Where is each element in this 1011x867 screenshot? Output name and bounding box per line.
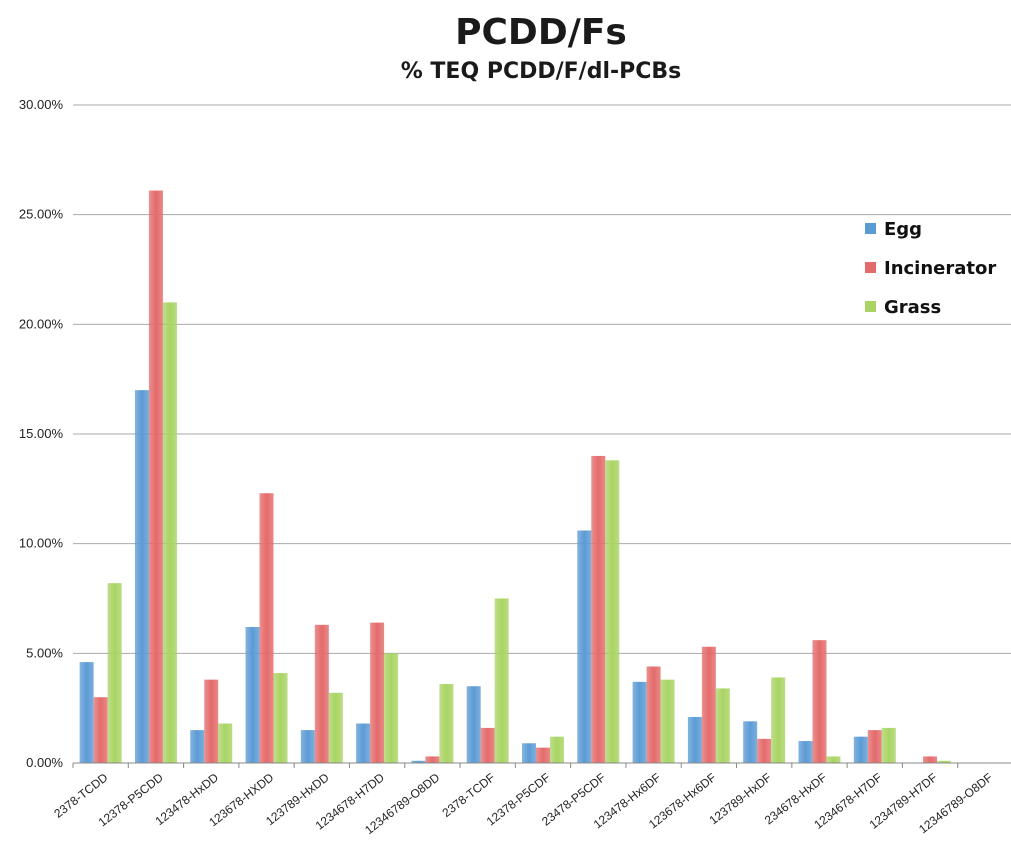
bar-incinerator <box>259 493 274 763</box>
legend-label-incinerator: Incinerator <box>884 258 996 279</box>
legend-swatch-egg <box>865 223 876 234</box>
bar-grass <box>384 653 399 763</box>
bar-incinerator <box>757 738 772 763</box>
bar-grass <box>771 677 786 763</box>
bar-egg <box>466 686 481 763</box>
legend-swatch-incinerator <box>865 262 876 273</box>
x-axis-ticks: 2378-TCDD12378-P5CDD123478-HxDD123678-HX… <box>51 763 995 837</box>
y-tick-label: 30.00% <box>19 97 64 112</box>
bar-grass <box>439 684 454 763</box>
bars <box>79 190 952 764</box>
bar-egg <box>190 730 205 763</box>
bar-grass <box>218 723 233 763</box>
chart-title: PCDD/Fs <box>455 12 627 53</box>
bar-grass <box>605 460 620 763</box>
bar-incinerator <box>314 624 329 763</box>
y-tick-label: 5.00% <box>26 645 63 660</box>
bar-incinerator <box>923 756 938 763</box>
y-tick-label: 15.00% <box>19 426 64 441</box>
chart-subtitle: % TEQ PCDD/F/dl-PCBs <box>401 59 682 84</box>
gridlines <box>73 104 1011 654</box>
bar-egg <box>411 760 426 763</box>
y-tick-label: 0.00% <box>26 755 63 770</box>
bar-incinerator <box>812 640 827 763</box>
y-axis-ticks: 0.00% 5.00% 10.00% 15.00% 20.00% 25.00% 30.00% <box>19 97 64 770</box>
bar-grass <box>660 679 675 763</box>
bar-incinerator <box>591 455 606 763</box>
bar-grass <box>550 736 564 763</box>
bar-grass <box>273 673 288 763</box>
bar-incinerator <box>701 646 716 763</box>
y-tick-label: 10.00% <box>19 536 64 551</box>
legend-label-egg: Egg <box>884 219 922 240</box>
bar-egg <box>853 736 868 763</box>
bar-grass <box>328 692 343 763</box>
bar-incinerator <box>536 747 550 763</box>
bar-grass <box>494 598 509 763</box>
bar-incinerator <box>425 756 440 763</box>
bar-incinerator <box>867 730 882 763</box>
bar-grass <box>826 756 841 763</box>
bar-egg <box>522 743 536 763</box>
bar-egg <box>134 390 149 763</box>
bar-egg <box>245 627 260 763</box>
bar-incinerator <box>204 679 219 763</box>
bar-incinerator <box>93 697 108 763</box>
bar-grass <box>715 688 730 763</box>
bar-egg <box>356 723 371 763</box>
bar-incinerator <box>646 666 661 763</box>
bar-incinerator <box>480 727 495 763</box>
bar-egg <box>798 741 813 763</box>
y-tick-label: 20.00% <box>19 316 64 331</box>
bar-egg <box>743 721 758 763</box>
bar-incinerator <box>148 190 163 764</box>
bar-egg <box>687 716 702 763</box>
bar-egg <box>632 681 647 763</box>
bar-incinerator <box>370 622 385 763</box>
bar-grass <box>937 760 952 763</box>
legend: Egg Incinerator Grass <box>865 219 996 318</box>
legend-label-grass: Grass <box>884 297 941 318</box>
bar-grass <box>107 583 122 763</box>
bar-egg <box>300 730 315 763</box>
bar-grass <box>162 302 177 763</box>
bar-grass <box>881 727 896 763</box>
y-tick-label: 25.00% <box>19 207 64 222</box>
bar-egg <box>79 662 94 763</box>
bar-egg <box>577 530 592 763</box>
legend-swatch-grass <box>865 301 876 312</box>
